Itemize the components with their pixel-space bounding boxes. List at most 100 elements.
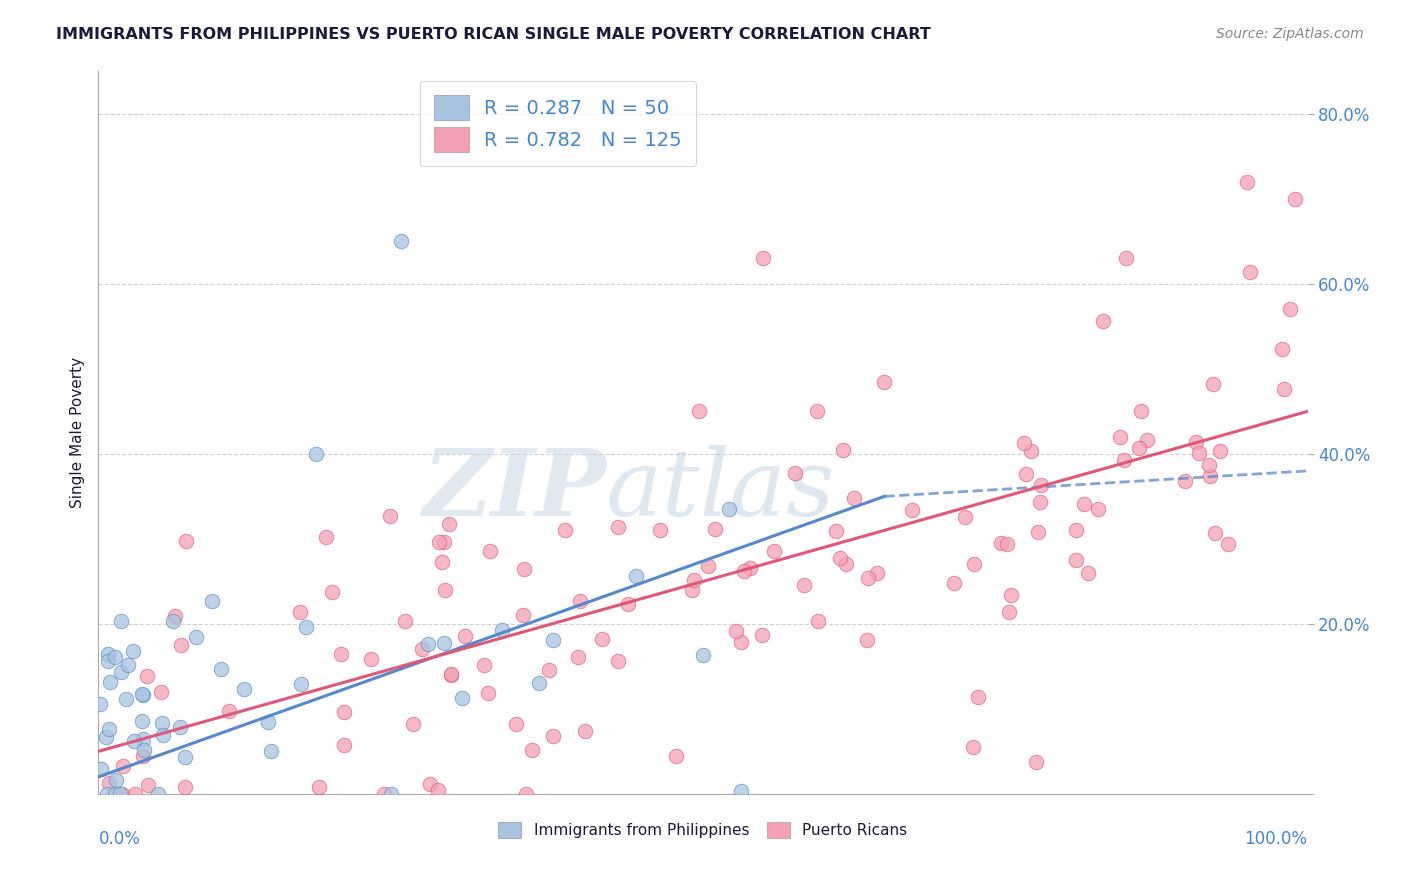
Point [574, 724, 596, 739]
Point [389, 235, 412, 249]
Point [97, 654, 120, 668]
Point [477, 686, 499, 700]
Point [218, 704, 240, 718]
Point [308, 780, 330, 794]
Point [440, 668, 463, 682]
Point [290, 677, 312, 691]
Point [434, 583, 457, 598]
Point [114, 691, 136, 706]
Point [520, 743, 543, 757]
Point [478, 544, 501, 558]
Point [333, 705, 356, 719]
Point [537, 663, 560, 677]
Point [124, 787, 146, 801]
Point [94, 730, 117, 744]
Point [380, 787, 402, 801]
Point [682, 573, 704, 587]
Point [624, 568, 647, 582]
Point [427, 535, 450, 549]
Point [730, 784, 752, 798]
Point [122, 644, 145, 658]
Point [472, 657, 495, 672]
Point [966, 690, 988, 704]
Point [411, 641, 433, 656]
Point [360, 652, 382, 666]
Point [688, 403, 710, 417]
Point [1198, 468, 1220, 483]
Point [131, 731, 153, 746]
Point [681, 582, 703, 597]
Point [505, 716, 527, 731]
Point [104, 787, 127, 801]
Point [1174, 474, 1197, 488]
Point [329, 647, 352, 661]
Point [665, 748, 688, 763]
Point [110, 787, 132, 801]
Point [98, 776, 121, 790]
Point [416, 637, 439, 651]
Point [1188, 446, 1211, 460]
Point [513, 561, 536, 575]
Point [873, 375, 896, 389]
Point [1114, 453, 1136, 467]
Point [650, 523, 672, 537]
Legend: Immigrants from Philippines, Puerto Ricans: Immigrants from Philippines, Puerto Rica… [492, 816, 914, 844]
Point [97, 647, 120, 661]
Point [1109, 429, 1132, 443]
Point [402, 717, 425, 731]
Point [259, 743, 281, 757]
Point [807, 614, 830, 628]
Point [1185, 435, 1208, 450]
Point [305, 447, 328, 461]
Point [394, 614, 416, 628]
Point [962, 740, 984, 755]
Point [541, 729, 564, 743]
Point [1000, 588, 1022, 602]
Point [990, 535, 1012, 549]
Point [943, 575, 966, 590]
Point [543, 632, 565, 647]
Point [1077, 566, 1099, 581]
Point [1272, 382, 1295, 396]
Point [110, 615, 132, 629]
Point [1012, 436, 1035, 450]
Point [132, 688, 155, 702]
Point [150, 715, 173, 730]
Point [554, 523, 576, 537]
Point [454, 628, 477, 642]
Point [104, 772, 127, 787]
Point [136, 669, 159, 683]
Point [567, 649, 589, 664]
Point [1019, 443, 1042, 458]
Text: 0.0%: 0.0% [98, 830, 141, 848]
Point [1087, 502, 1109, 516]
Point [607, 520, 630, 534]
Point [1209, 443, 1232, 458]
Point [201, 594, 224, 608]
Point [90, 762, 112, 776]
Point [1015, 467, 1038, 482]
Point [131, 687, 153, 701]
Point [835, 558, 858, 572]
Point [146, 787, 169, 801]
Point [856, 571, 879, 585]
Point [98, 722, 121, 736]
Point [824, 524, 846, 539]
Point [96, 787, 118, 801]
Point [173, 749, 195, 764]
Point [373, 787, 395, 801]
Point [440, 666, 463, 681]
Point [257, 715, 280, 730]
Point [163, 609, 186, 624]
Point [426, 783, 449, 797]
Point [294, 620, 316, 634]
Point [785, 466, 807, 480]
Point [692, 648, 714, 662]
Point [332, 739, 354, 753]
Point [117, 658, 139, 673]
Point [733, 564, 755, 578]
Point [1271, 343, 1294, 357]
Point [1130, 404, 1153, 418]
Text: ZIP: ZIP [422, 445, 606, 535]
Point [995, 537, 1018, 551]
